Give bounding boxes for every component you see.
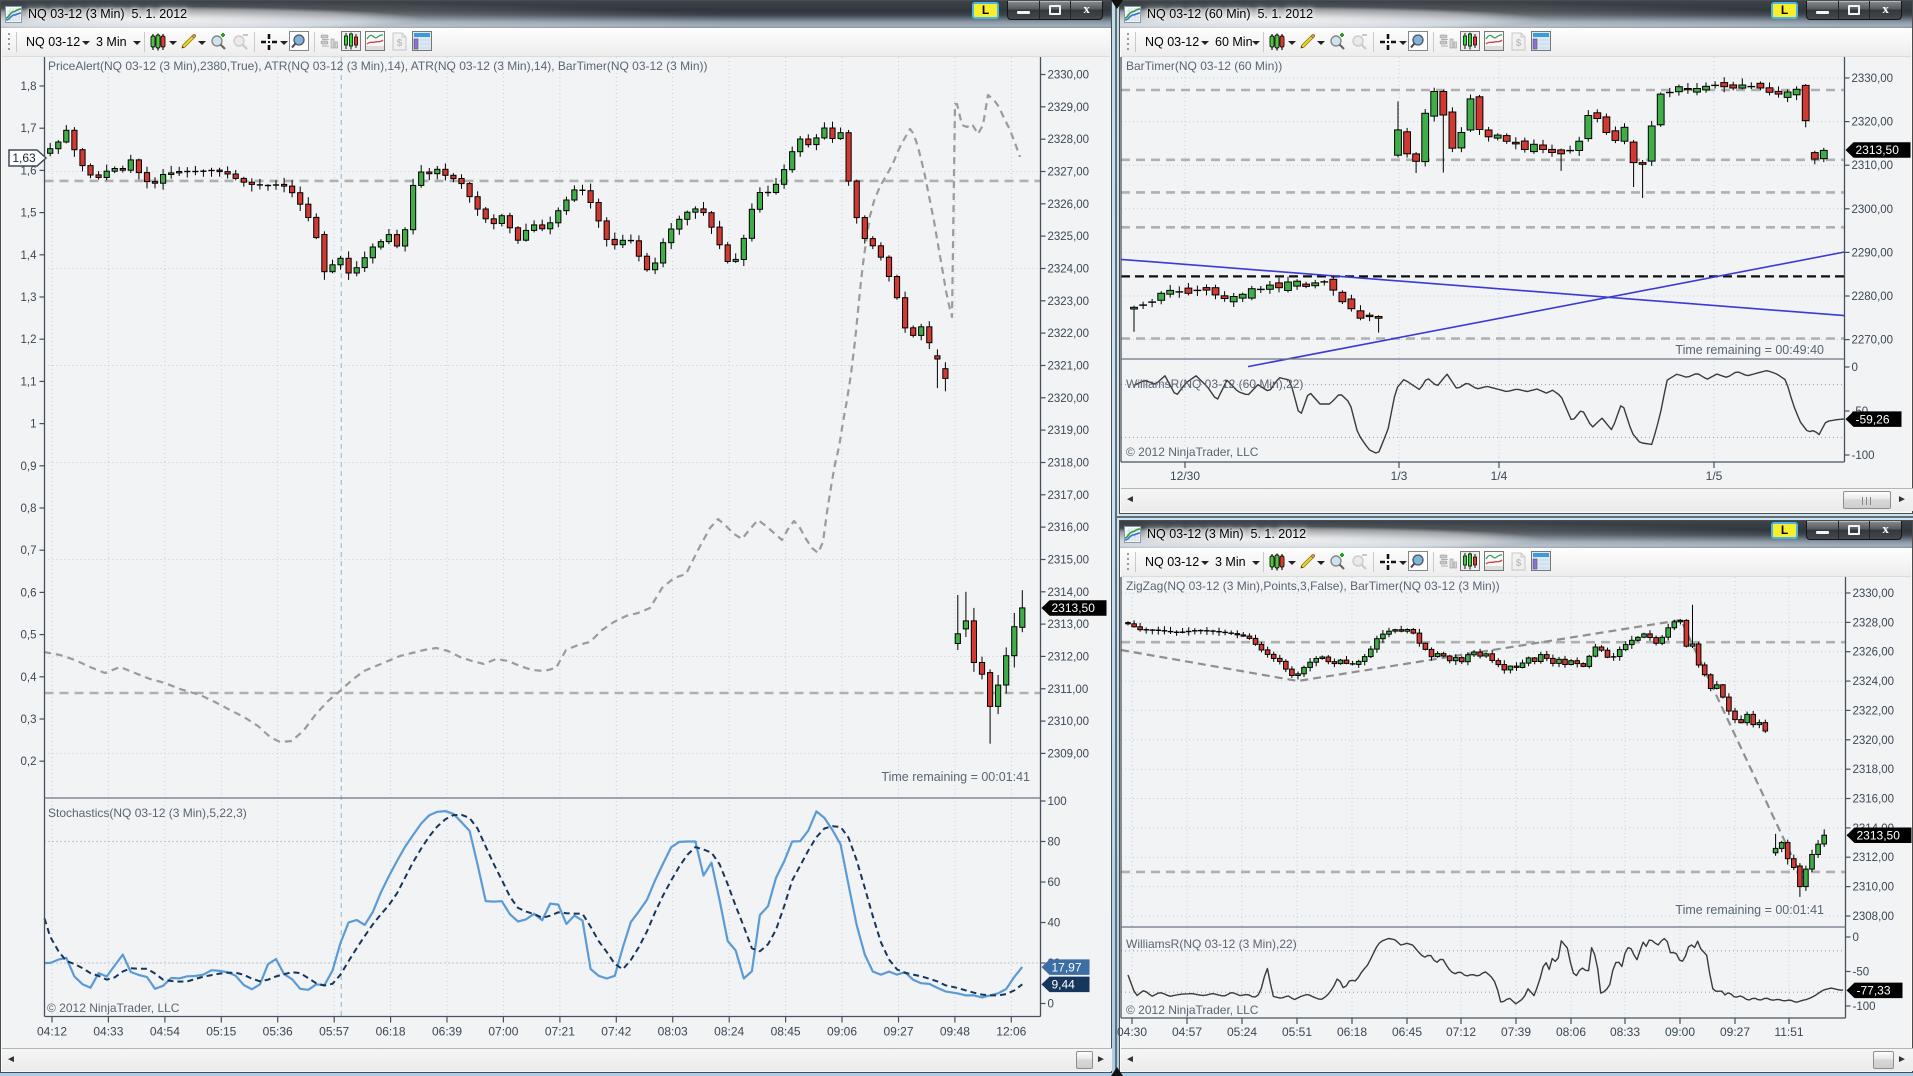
svg-text:$: $ <box>397 38 403 49</box>
svg-text:$: $ <box>1516 38 1522 49</box>
svg-text:$: $ <box>1516 558 1522 569</box>
